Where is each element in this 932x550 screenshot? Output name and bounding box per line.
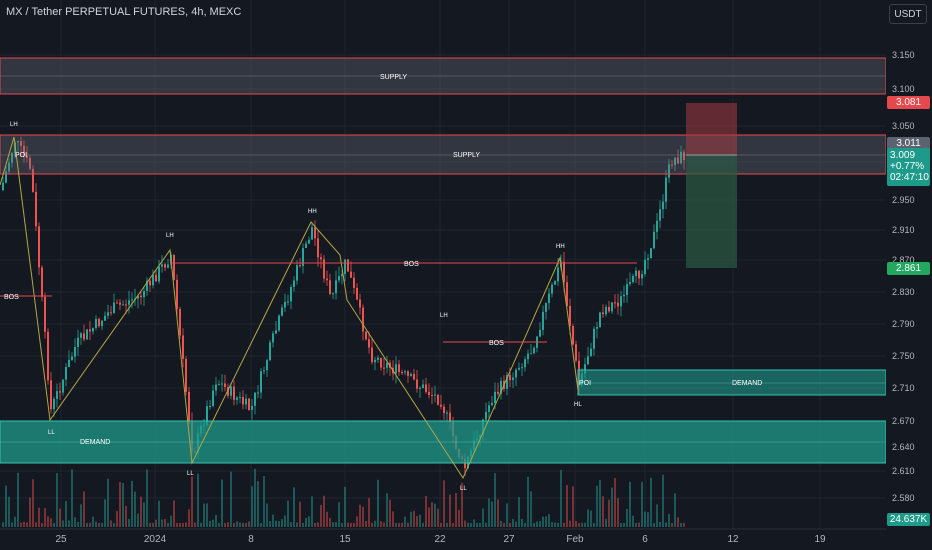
- swing-label-hh-1: HH: [308, 209, 317, 215]
- price-tick-label: 3.150: [892, 50, 915, 60]
- position-target-zone[interactable]: [686, 155, 737, 268]
- swing-label-ll-2: LL: [187, 471, 194, 477]
- bos-label-1: BOS: [4, 294, 19, 301]
- price-tick-label: 2.610: [892, 466, 915, 476]
- supply-label-lower: SUPPLY: [453, 152, 480, 159]
- volume-bars: [2, 468, 685, 527]
- demand-zone-right: [577, 369, 887, 396]
- demand-label-left: DEMAND: [80, 439, 110, 446]
- price-tick-label: 2.670: [892, 416, 915, 426]
- swing-label-ll-1: LL: [48, 430, 55, 436]
- time-tick-label: 12: [727, 534, 739, 545]
- time-tick-label: Feb: [566, 534, 584, 545]
- bos-label-3: BOS: [489, 340, 504, 347]
- time-tick-label: 19: [814, 534, 826, 545]
- volume-badge: 24.637K: [887, 513, 930, 526]
- stop-level-badge: 3.081: [887, 96, 930, 109]
- price-axis[interactable]: 3.1503.1003.0503.0002.9502.9102.8702.830…: [886, 0, 932, 550]
- supply-zone-lower: [0, 134, 887, 175]
- time-tick-label: 22: [434, 534, 446, 545]
- swing-label-lh-3: LH: [440, 313, 448, 319]
- last-price-badge: 3.009 +0.77% 02:47:10: [887, 148, 930, 186]
- time-tick-label: 2024: [144, 534, 167, 545]
- time-tick-label: 8: [248, 534, 254, 545]
- price-tick-label: 2.580: [892, 493, 915, 503]
- position-stop-zone[interactable]: [686, 103, 737, 155]
- price-tick-label: 2.870: [892, 255, 915, 265]
- target-level-badge: 2.861: [887, 262, 930, 275]
- swing-label-ll-3: LL: [460, 486, 467, 492]
- poi-label-lower: POI: [579, 380, 591, 387]
- supply-label-upper: SUPPLY: [380, 74, 407, 81]
- swing-label-lh-1: LH: [10, 122, 18, 128]
- currency-button[interactable]: USDT: [889, 4, 927, 24]
- time-tick-label: 25: [55, 534, 67, 545]
- price-tick-label: 2.830: [892, 287, 915, 297]
- symbol-title[interactable]: MX / Tether PERPETUAL FUTURES, 4h, MEXC: [6, 6, 242, 18]
- bar-countdown: 02:47:10: [890, 172, 929, 183]
- market-structure-line: [0, 136, 579, 480]
- swing-label-hh-2: HH: [556, 244, 565, 250]
- price-tick-label: 2.790: [892, 319, 915, 329]
- time-tick-label: 15: [339, 534, 351, 545]
- last-price-value: 3.009: [890, 150, 916, 161]
- swing-label-hl: HL: [574, 402, 582, 408]
- price-tick-label: 3.050: [892, 121, 915, 131]
- price-tick-label: 2.710: [892, 383, 915, 393]
- poi-label-upper: POI: [15, 152, 27, 159]
- price-change-percent: +0.77%: [890, 161, 925, 172]
- demand-label-right: DEMAND: [732, 380, 762, 387]
- price-tick-label: 3.100: [892, 84, 915, 94]
- swing-label-lh-2: LH: [166, 233, 174, 239]
- time-tick-label: 27: [503, 534, 515, 545]
- time-tick-label: 6: [642, 534, 648, 545]
- entry-level-badge: 3.011: [887, 137, 930, 150]
- price-tick-label: 2.910: [892, 225, 915, 235]
- price-tick-label: 2.950: [892, 195, 915, 205]
- time-axis[interactable]: 25 2024 8 15 22 27 Feb 6 12 19: [0, 528, 932, 550]
- price-tick-label: 2.640: [892, 442, 915, 452]
- bos-label-2: BOS: [404, 261, 419, 268]
- price-tick-label: 2.750: [892, 351, 915, 361]
